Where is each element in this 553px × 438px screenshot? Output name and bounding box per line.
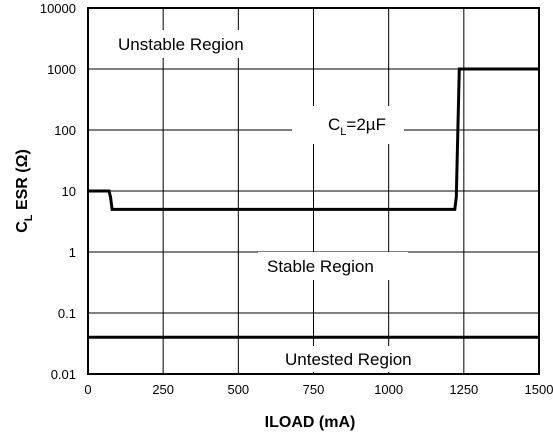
capacitance-label-main: C: [328, 115, 340, 134]
y-axis-title-main: C: [14, 221, 31, 233]
y-tick-label: 10000: [40, 1, 76, 16]
y-tick-label: 1: [69, 245, 76, 260]
series-line-0: [88, 67, 539, 211]
y-tick-label: 0.01: [51, 367, 76, 382]
y-tick-label: 10: [62, 184, 76, 199]
capacitance-label-rest: =2µF: [346, 115, 386, 134]
y-axis-title-sub: L: [23, 214, 35, 221]
y-tick-labels: 0.01 0.1 1 10 100 1000 10000: [40, 1, 76, 382]
capacitance-label: CL=2µF: [328, 115, 386, 138]
x-tick-label: 1250: [449, 382, 478, 397]
untested-label-bg: [278, 346, 448, 372]
cl-label-bg: [292, 106, 404, 144]
x-axis-title: ILOAD (mA): [265, 414, 356, 431]
y-axis-title: CL ESR (Ω): [14, 149, 35, 233]
y-tick-label: 100: [54, 123, 76, 138]
x-tick-label: 500: [227, 382, 249, 397]
unstable-label-bg: [112, 30, 282, 58]
untested-region-label: Untested Region: [285, 350, 412, 369]
y-tick-label: 0.1: [58, 306, 76, 321]
x-tick-label: 250: [152, 382, 174, 397]
y-axis-title-rest: ESR (Ω): [14, 149, 31, 214]
x-tick-labels: 0 250 500 750 1000 1250 1500: [84, 382, 553, 397]
grid-lines: [88, 8, 539, 374]
stable-region-label: Stable Region: [267, 257, 374, 276]
series-lines: [88, 67, 539, 339]
stable-label-bg: [258, 252, 408, 280]
x-tick-label: 1500: [525, 382, 553, 397]
x-tick-label: 0: [84, 382, 91, 397]
x-tick-label: 1000: [374, 382, 403, 397]
capacitance-label-sub: L: [340, 126, 346, 138]
x-tick-label: 750: [303, 382, 325, 397]
plot-frame: [87, 7, 540, 375]
y-tick-label: 1000: [47, 62, 76, 77]
unstable-region-label: Unstable Region: [118, 35, 244, 54]
